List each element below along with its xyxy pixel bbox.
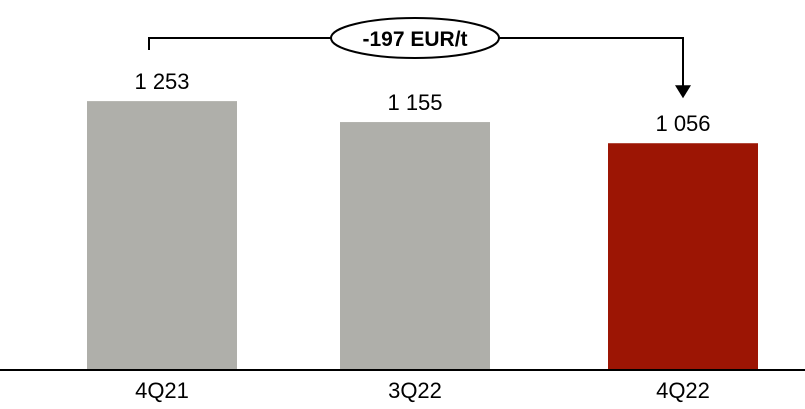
category-labels-layer: 4Q21 3Q22 4Q22 <box>135 378 710 403</box>
value-labels-layer: 1 253 1 155 1 056 <box>134 69 710 136</box>
value-label-3q22: 1 155 <box>387 90 442 115</box>
category-label-3q22: 3Q22 <box>388 378 442 403</box>
value-label-4q21: 1 253 <box>134 69 189 94</box>
callout-bubble <box>330 17 500 59</box>
callout-text: -197 EUR/t <box>362 28 467 51</box>
value-label-4q22: 1 056 <box>655 111 710 136</box>
callout-arrowhead <box>675 85 691 99</box>
bar-3q22 <box>340 122 490 369</box>
bar-4q22 <box>608 143 758 369</box>
bar-4q21 <box>87 101 237 370</box>
difference-callout: -197 EUR/t <box>148 17 691 99</box>
category-label-4q21: 4Q21 <box>135 378 189 403</box>
category-label-4q22: 4Q22 <box>656 378 710 403</box>
bars-layer <box>87 101 758 370</box>
